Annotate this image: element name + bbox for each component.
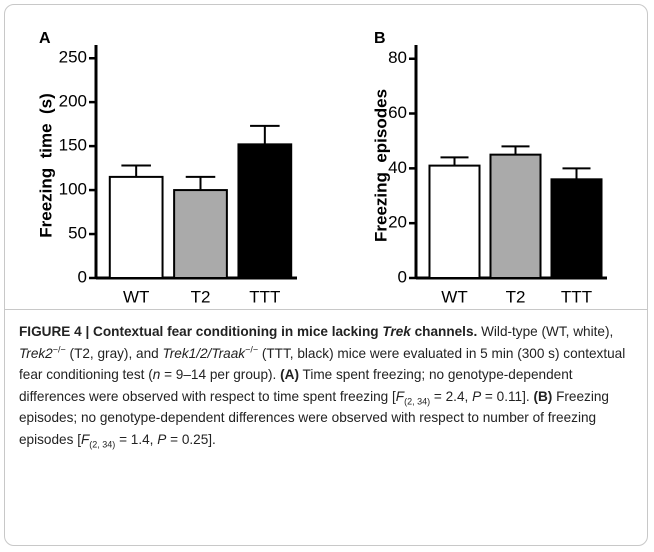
bar (173, 189, 228, 279)
x-tick-label: TTT (561, 287, 592, 306)
bar (550, 178, 603, 279)
x-tick-label: T2 (191, 287, 211, 306)
y-tick-label: 50 (68, 224, 87, 243)
bar (237, 143, 293, 279)
y-axis-label: Freezing episodes (371, 89, 390, 242)
panel-label: A (39, 30, 51, 47)
caption-text: = 2.4, (430, 388, 473, 404)
y-tick-label: 80 (388, 48, 407, 67)
caption-text: F (395, 388, 405, 404)
caption-text: Trek2 (19, 345, 53, 361)
caption-text: P (472, 388, 482, 404)
x-tick-label: T2 (506, 287, 526, 306)
caption-text: Time spent freezing; no genotype-depende… (19, 367, 573, 404)
caption-text: FIGURE 4 | Contextual fear conditioning … (19, 324, 383, 339)
caption-text: = 9–14 per group). (160, 367, 281, 382)
y-tick-label: 20 (388, 213, 407, 232)
bar (489, 153, 542, 280)
caption-text: (2, 34) (89, 439, 116, 450)
caption-text: (2, 34) (404, 396, 431, 407)
y-tick-label: 250 (59, 48, 87, 67)
caption-text: P (157, 431, 167, 447)
y-axis-label: Freezing time (s) (36, 93, 55, 238)
caption-text: F (80, 431, 90, 447)
bar (428, 164, 481, 280)
x-tick-label: TTT (249, 287, 280, 306)
caption-text: (B) (533, 388, 553, 404)
caption-text: −/− (245, 343, 259, 354)
caption-text: = 0.25]. (166, 431, 216, 447)
caption-text: −/− (52, 343, 66, 354)
caption-text: Freezing episodes; no genotype-dependent… (19, 388, 609, 447)
caption-text: (A) (280, 367, 299, 382)
y-tick-label: 200 (59, 92, 87, 111)
caption-text: = 0.11]. (481, 388, 534, 404)
x-tick-label: WT (441, 287, 467, 306)
x-tick-label: WT (123, 287, 149, 306)
y-tick-label: 0 (398, 267, 407, 286)
bar (108, 175, 164, 279)
y-tick-label: 100 (59, 180, 87, 199)
y-tick-label: 150 (59, 136, 87, 155)
figure: A Freezing time (s) 0 50 100 150 200 250 WT T2 TTT… (4, 4, 648, 546)
y-tick-label: 0 (78, 267, 87, 286)
y-tick-label: 60 (388, 103, 407, 122)
caption-text: (T2, gray), and (65, 345, 163, 361)
caption-text: Trek1/2/Traak (162, 345, 246, 361)
caption-text: = 1.4, (115, 431, 158, 447)
caption-text: n (152, 367, 161, 382)
caption-text: Trek (382, 324, 411, 339)
caption: FIGURE 4 | Contextual fear conditioning … (19, 321, 637, 450)
caption-text: Wild-type (WT, white), (477, 324, 614, 339)
caption-text: channels. (410, 324, 478, 339)
panel-label: B (374, 30, 386, 47)
separator (5, 309, 647, 310)
caption-text: (TTT, black) mice were evaluated in 5 mi… (19, 345, 626, 383)
y-tick-label: 40 (388, 158, 407, 177)
